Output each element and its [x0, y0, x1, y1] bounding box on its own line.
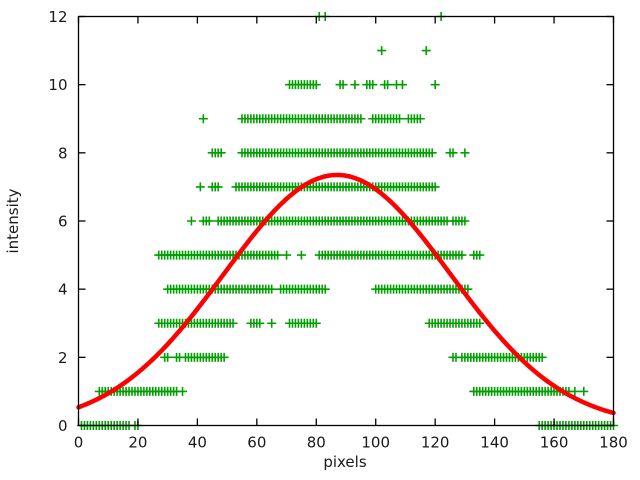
data-point-marker: [216, 148, 226, 158]
data-point-marker: [228, 318, 238, 328]
x-tick-label: 180: [599, 434, 628, 452]
x-tick-label: 120: [421, 434, 450, 452]
data-point-marker: [415, 114, 425, 124]
x-tick-label: 0: [74, 434, 84, 452]
data-point-marker: [296, 250, 306, 260]
y-tick-label: 2: [58, 349, 68, 367]
data-point-marker: [463, 284, 473, 294]
x-tick-label: 40: [188, 434, 207, 452]
data-point-marker: [383, 80, 393, 90]
data-point-marker: [178, 386, 188, 396]
data-point-marker: [475, 250, 485, 260]
data-point-marker: [311, 80, 321, 90]
x-tick-label: 20: [128, 434, 147, 452]
y-axis-title: intensity: [4, 188, 22, 253]
y-tick-label: 0: [58, 417, 68, 435]
data-point-marker: [395, 114, 404, 124]
data-point-marker: [475, 318, 485, 328]
data-point-marker: [255, 318, 265, 328]
data-point-marker: [368, 80, 378, 90]
data-point-marker: [311, 318, 321, 328]
data-point-marker: [570, 386, 580, 396]
tick-label-layer: 0 20 40 60 80 100 120 140 160 180 0 2 4 6 8 10 12: [48, 8, 627, 452]
data-point-marker: [338, 80, 348, 90]
data-point-marker: [448, 148, 458, 158]
x-tick-label: 100: [361, 434, 390, 452]
data-point-marker: [427, 148, 437, 158]
data-point-marker: [537, 352, 547, 362]
data-point-marker: [579, 386, 589, 396]
y-tick-label: 12: [48, 8, 67, 26]
data-point-marker: [273, 250, 283, 260]
data-point-marker: [198, 114, 208, 124]
data-point-marker: [356, 114, 366, 124]
x-tick-label: 80: [307, 434, 326, 452]
data-point-marker: [282, 250, 292, 260]
y-tick-label: 6: [58, 213, 68, 231]
data-point-marker: [267, 284, 277, 294]
data-point-marker: [397, 80, 407, 90]
data-point-marker: [460, 216, 470, 226]
data-point-marker: [204, 216, 214, 226]
data-point-marker: [186, 216, 196, 226]
data-point-marker: [267, 318, 277, 328]
x-tick-label: 60: [247, 434, 266, 452]
y-tick-label: 10: [48, 76, 67, 94]
data-point-marker: [430, 182, 440, 192]
data-point-marker: [430, 80, 440, 90]
x-tick-label: 140: [480, 434, 509, 452]
tick-mark-layer: [77, 15, 615, 427]
data-point-marker: [195, 182, 205, 192]
data-point-marker: [457, 250, 467, 260]
data-point-marker: [377, 46, 387, 56]
y-tick-label: 8: [58, 144, 68, 162]
x-axis-title: pixels: [323, 453, 367, 471]
x-tick-label: 160: [540, 434, 569, 452]
data-point-marker: [460, 148, 470, 158]
y-tick-label: 4: [58, 281, 68, 299]
data-point-marker: [320, 284, 330, 294]
gaussian-fit-curve: [76, 172, 616, 416]
data-point-marker: [163, 352, 173, 362]
data-point-marker: [219, 352, 229, 362]
data-point-marker: [350, 80, 360, 90]
data-point-layer: [76, 12, 618, 430]
data-point-marker: [421, 46, 431, 56]
data-point-marker: [213, 182, 223, 192]
fit-curve-layer: [76, 172, 616, 416]
